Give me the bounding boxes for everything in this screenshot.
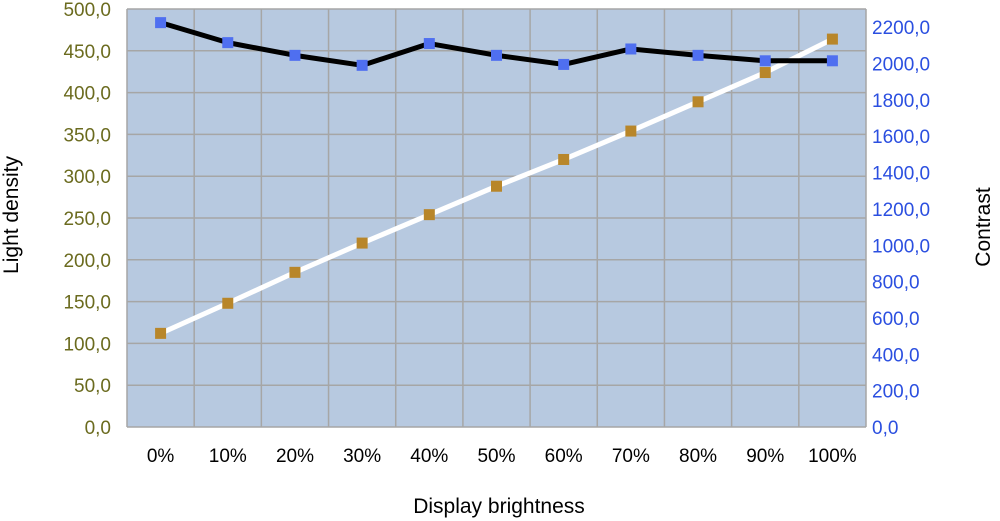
data-point-left bbox=[826, 33, 838, 45]
data-point-right bbox=[759, 55, 771, 67]
data-point-left bbox=[759, 67, 771, 79]
data-point-left bbox=[423, 209, 435, 221]
data-point-left bbox=[356, 237, 368, 249]
right-tick-label: 1200,0 bbox=[872, 200, 930, 221]
left-tick-label: 450,0 bbox=[63, 42, 111, 63]
data-point-right bbox=[222, 37, 234, 49]
data-point-right bbox=[826, 55, 838, 67]
right-tick-label: 800,0 bbox=[872, 273, 920, 294]
left-tick-label: 0,0 bbox=[85, 418, 111, 439]
x-tick-label: 10% bbox=[209, 446, 247, 467]
x-tick-label: 90% bbox=[746, 446, 784, 467]
data-point-right bbox=[692, 49, 704, 61]
data-point-right bbox=[356, 59, 368, 71]
data-point-left bbox=[558, 153, 570, 165]
right-tick-label: 600,0 bbox=[872, 309, 920, 330]
x-tick-label: 50% bbox=[477, 446, 515, 467]
left-tick-label: 200,0 bbox=[63, 251, 111, 272]
right-tick-label: 1600,0 bbox=[872, 127, 930, 148]
x-tick-label: 60% bbox=[545, 446, 583, 467]
x-tick-label: 40% bbox=[410, 446, 448, 467]
x-tick-label: 0% bbox=[147, 446, 175, 467]
left-tick-label: 500,0 bbox=[63, 0, 111, 21]
series-layer bbox=[155, 17, 838, 339]
left-axis-ticks: 0,0 50,0 100,0 150,0 200,0 250,0 300,0 350,0 400… bbox=[63, 0, 111, 439]
x-tick-label: 70% bbox=[612, 446, 650, 467]
right-tick-label: 400,0 bbox=[872, 345, 920, 366]
data-point-left bbox=[692, 96, 704, 108]
data-point-right bbox=[491, 49, 502, 61]
data-point-left bbox=[625, 125, 637, 137]
x-tick-label: 20% bbox=[276, 446, 314, 467]
data-point-left bbox=[289, 266, 301, 278]
left-tick-label: 350,0 bbox=[63, 125, 111, 146]
left-tick-label: 100,0 bbox=[63, 334, 111, 355]
left-tick-label: 150,0 bbox=[63, 293, 111, 314]
data-point-right bbox=[625, 43, 637, 55]
x-axis-title: Display brightness bbox=[413, 495, 585, 518]
x-tick-label: 80% bbox=[679, 446, 717, 467]
x-tick-label: 30% bbox=[343, 446, 381, 467]
right-axis-title: Contrast bbox=[972, 187, 995, 267]
data-point-right bbox=[558, 58, 570, 70]
data-point-left bbox=[222, 297, 234, 309]
right-tick-label: 0,0 bbox=[872, 418, 898, 439]
data-point-right bbox=[289, 49, 301, 61]
x-axis-ticks: 0% 10% 20% 30% 40% 50% 60% 70% 80% 90% 100% bbox=[147, 446, 857, 467]
right-tick-label: 2000,0 bbox=[872, 55, 930, 76]
right-axis-ticks: 0,0 200,0 400,0 600,0 800,0 1000,0 1200,0 1400,… bbox=[872, 18, 930, 439]
right-tick-label: 1000,0 bbox=[872, 236, 930, 257]
data-point-right bbox=[423, 38, 435, 50]
right-tick-label: 2200,0 bbox=[872, 18, 930, 39]
x-tick-label: 100% bbox=[808, 446, 857, 467]
left-tick-label: 50,0 bbox=[74, 376, 111, 397]
right-tick-label: 200,0 bbox=[872, 382, 920, 403]
data-point-left bbox=[155, 327, 167, 339]
data-point-left bbox=[491, 180, 502, 192]
right-tick-label: 1400,0 bbox=[872, 164, 930, 185]
right-tick-label: 1800,0 bbox=[872, 91, 930, 112]
left-tick-label: 250,0 bbox=[63, 209, 111, 230]
data-point-right bbox=[155, 17, 167, 29]
left-tick-label: 400,0 bbox=[63, 84, 111, 105]
left-tick-label: 300,0 bbox=[63, 167, 111, 188]
left-axis-title: Light density bbox=[0, 156, 23, 274]
